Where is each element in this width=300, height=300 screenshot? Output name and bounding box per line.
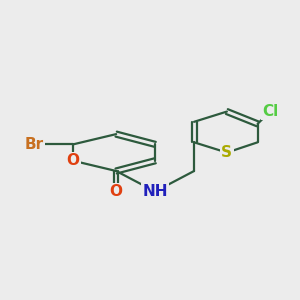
Text: NH: NH [142,184,168,199]
Text: O: O [110,184,123,199]
Text: S: S [221,145,233,160]
Text: Br: Br [25,137,44,152]
Text: Cl: Cl [262,104,278,119]
Text: O: O [67,153,80,168]
